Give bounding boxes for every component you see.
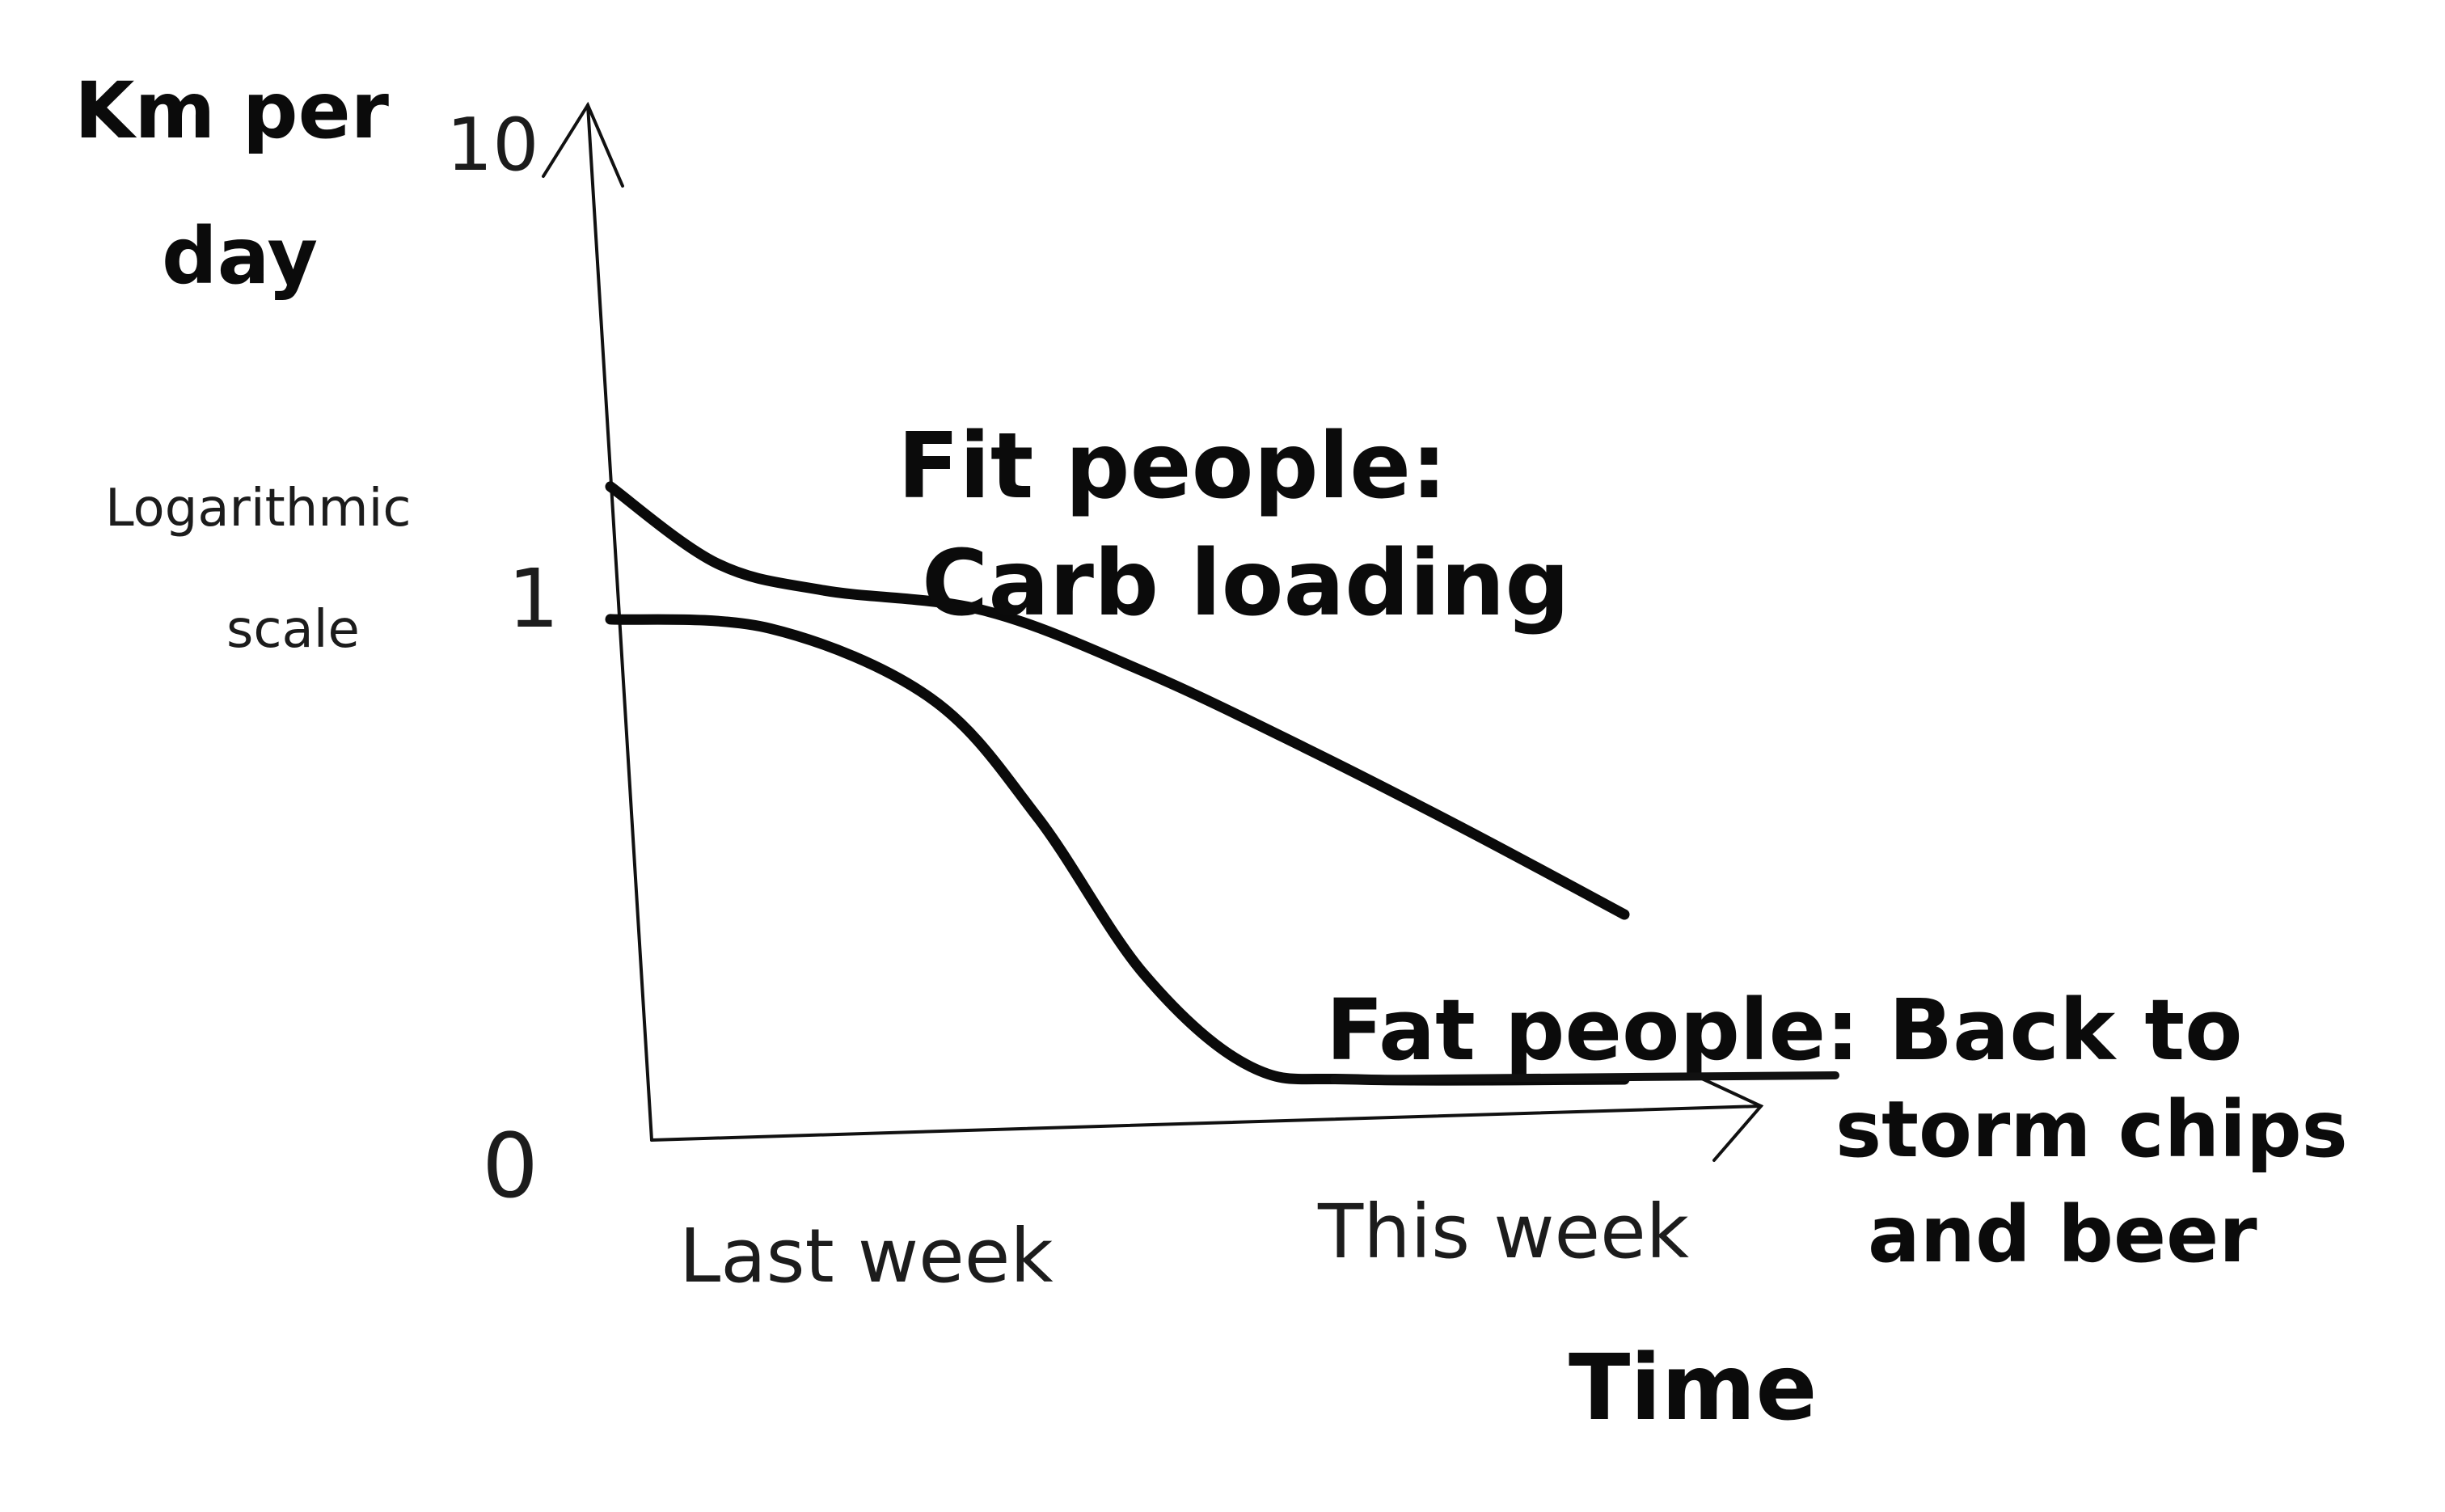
fat-annotation-line3: and beer	[1868, 1189, 2257, 1280]
fat-annotation-line1: Fat people: Back to	[1326, 981, 2243, 1079]
x-tick-this-week: This week	[1317, 1189, 1690, 1275]
x-axis	[650, 1104, 1763, 1142]
x-axis-arrowhead	[1690, 1072, 1764, 1162]
fit-annotation-line2: Carb loading	[922, 531, 1570, 636]
y-scale-note-line2: scale	[226, 600, 360, 660]
y-tick-1: 1	[508, 551, 560, 646]
x-tick-last-week: Last week	[679, 1213, 1054, 1299]
y-axis-arrowhead	[542, 101, 624, 188]
fat-annotation-line2: storm chips	[1835, 1084, 2348, 1175]
y-axis-label-line1: Km per	[74, 65, 390, 156]
y-scale-note-line1: Logarithmic	[105, 479, 412, 538]
x-axis-label: Time	[1569, 1336, 1817, 1441]
series-line-fit-people	[605, 481, 1630, 920]
fit-annotation-line1: Fit people:	[897, 414, 1447, 519]
y-axis-label-line2: day	[162, 211, 318, 302]
y-tick-10: 10	[446, 103, 539, 188]
fat-annotation-underline	[1330, 1071, 1839, 1083]
y-tick-0: 0	[482, 1114, 538, 1218]
